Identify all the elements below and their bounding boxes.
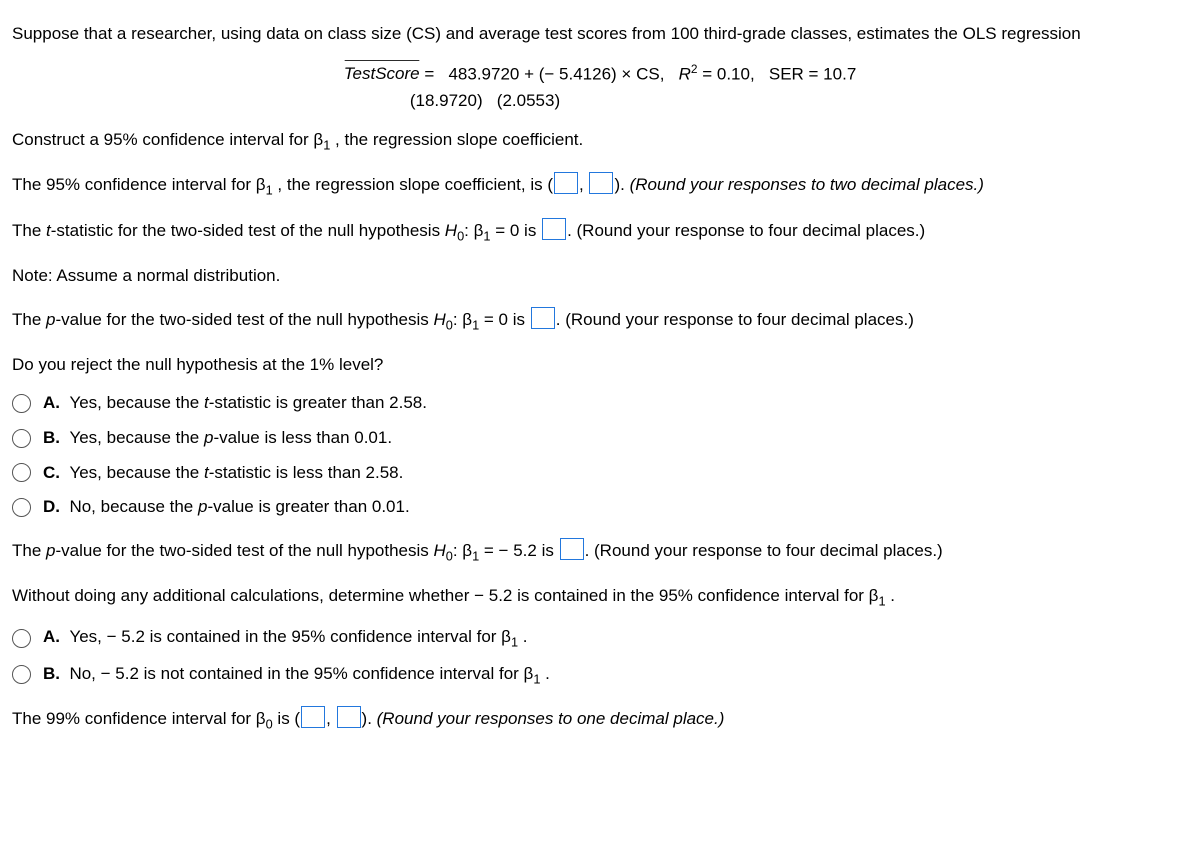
ci95-sub1: 1 [266,183,273,198]
ci-contain-choices: A. Yes, − 5.2 is contained in the 95% co… [12,625,1188,689]
choice-a-label: A. [43,393,60,412]
choice-b-text: Yes, because the [69,428,204,447]
choice2-a[interactable]: A. Yes, − 5.2 is contained in the 95% co… [12,625,1188,652]
choice-a-text: Yes, because the [69,393,204,412]
tstat-line: The t-statistic for the two-sided test o… [12,218,1188,246]
regression-equation: TestScore = 483.9720 + (− 5.4126) × CS, … [12,61,1188,114]
choice-c[interactable]: C. Yes, because the t-statistic is less … [12,461,1188,486]
ci95-c: ). [614,175,629,194]
intro-text: Suppose that a researcher, using data on… [12,22,1188,47]
radio-icon[interactable] [12,629,31,648]
choice2-a-label: A. [43,627,60,646]
pval-a: The [12,310,46,329]
ci99-c: ). [362,709,377,728]
testscore-hat: TestScore [344,62,420,87]
choice2-a-text: Yes, − 5.2 is contained in the 95% confi… [69,627,511,646]
tstat-input[interactable] [542,218,566,240]
radio-icon[interactable] [12,429,31,448]
ci99-lower-input[interactable] [301,706,325,728]
choice-d-label: D. [43,497,60,516]
ci95-hint: (Round your responses to two decimal pla… [630,175,984,194]
radio-icon[interactable] [12,665,31,684]
choice-a[interactable]: A. Yes, because the t-statistic is great… [12,391,1188,416]
without-text: Without doing any additional calculation… [12,586,878,605]
choice-d-text2: -value is greater than 0.01. [207,497,409,516]
reject-choices: A. Yes, because the t-statistic is great… [12,391,1188,520]
radio-icon[interactable] [12,498,31,517]
beta1-sub: 1 [483,229,490,244]
pval52-h0: H [433,541,445,560]
ci95-lower-input[interactable] [554,172,578,194]
note-line: Note: Assume a normal distribution. [12,264,1188,289]
pval-beta1: : β [453,310,472,329]
q1b-text: , the regression slope coefficient. [330,130,583,149]
pval-b: -value for the two-sided test of the nul… [56,310,434,329]
tstat-hint: . (Round your response to four decimal p… [567,221,925,240]
pval52-b: -value for the two-sided test of the nul… [56,541,434,560]
choice-c-text2: -statistic is less than 2.58. [209,463,404,482]
ci99-sub0: 0 [266,717,273,732]
ci99-b: is ( [273,709,300,728]
question-ci95: Construct a 95% confidence interval for … [12,128,1188,155]
choice2-a-period: . [518,627,527,646]
p-letter: p [46,310,55,329]
pval52-c: = − 5.2 is [479,541,558,560]
choice2-b-period: . [540,664,549,683]
tstat-b: -statistic for the two-sided test of the… [51,221,445,240]
pval-hint: . (Round your response to four decimal p… [556,310,914,329]
ci99-line: The 99% confidence interval for β0 is (,… [12,706,1188,734]
choice-b-label: B. [43,428,60,447]
tstat-a: The [12,221,46,240]
choice-b[interactable]: B. Yes, because the p-value is less than… [12,426,1188,451]
pvalue-line: The p-value for the two-sided test of th… [12,307,1188,335]
choice-c-label: C. [43,463,60,482]
pval-h0-sub: 0 [446,317,453,332]
ci99-comma: , [326,709,335,728]
h0: H [445,221,457,240]
pvalue-input[interactable] [531,307,555,329]
pval52-p: p [46,541,55,560]
pval-h0: H [433,310,445,329]
r-squared-label: R [679,64,691,83]
choice2-b-label: B. [43,664,60,683]
reject-question: Do you reject the null hypothesis at the… [12,353,1188,378]
choice-b-text2: -value is less than 0.01. [213,428,392,447]
ci95-a: The 95% confidence interval for β [12,175,266,194]
standard-errors-line: (18.9720) (2.0553) [12,89,1188,114]
q1-text: Construct a 95% confidence interval for … [12,130,323,149]
tstat-c: = 0 is [491,221,542,240]
without-calc-line: Without doing any additional calculation… [12,584,1188,611]
choice2-b[interactable]: B. No, − 5.2 is not contained in the 95%… [12,662,1188,689]
pval52-h0-sub: 0 [446,548,453,563]
choice-a-text2: -statistic is greater than 2.58. [209,393,427,412]
without-period: . [886,586,895,605]
se-values: (18.9720) (2.0553) [410,91,560,110]
ci95-answer-line: The 95% confidence interval for β1 , the… [12,172,1188,200]
pval52-beta1: : β [453,541,472,560]
r-squared-exp: 2 [691,62,698,76]
ci95-comma: , [579,175,588,194]
pvalue-52-line: The p-value for the two-sided test of th… [12,538,1188,566]
equation-rhs: = 483.9720 + (− 5.4126) × CS, [424,64,678,83]
choice2-a-sub: 1 [511,634,518,649]
radio-icon[interactable] [12,394,31,413]
choice-d[interactable]: D. No, because the p-value is greater th… [12,495,1188,520]
choice-c-text: Yes, because the [69,463,204,482]
ci99-upper-input[interactable] [337,706,361,728]
r-squared-value: = 0.10, SER = 10.7 [698,64,857,83]
pvalue-52-input[interactable] [560,538,584,560]
pval52-a: The [12,541,46,560]
choice-d-text: No, because the [69,497,198,516]
ci99-hint: (Round your responses to one decimal pla… [377,709,725,728]
without-sub1: 1 [878,593,885,608]
beta1: : β [464,221,483,240]
choice2-b-text: No, − 5.2 is not contained in the 95% co… [69,664,533,683]
pval-c: = 0 is [479,310,530,329]
radio-icon[interactable] [12,463,31,482]
ci95-upper-input[interactable] [589,172,613,194]
ci95-b: , the regression slope coefficient, is ( [273,175,553,194]
pval52-hint: . (Round your response to four decimal p… [585,541,943,560]
ci99-a: The 99% confidence interval for β [12,709,266,728]
